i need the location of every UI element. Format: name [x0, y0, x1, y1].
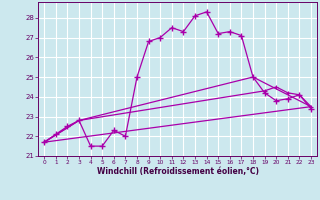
X-axis label: Windchill (Refroidissement éolien,°C): Windchill (Refroidissement éolien,°C) [97, 167, 259, 176]
